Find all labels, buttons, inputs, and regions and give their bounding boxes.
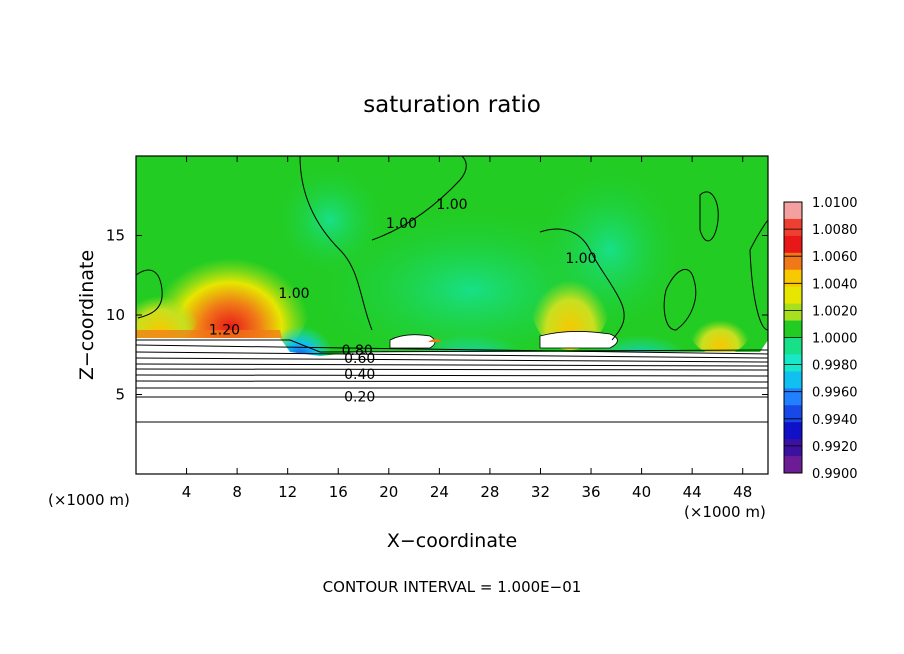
- y-unit-label: (×1000 m): [48, 491, 130, 509]
- colorbar-swatch: [784, 286, 802, 305]
- contour-interval-note: CONTOUR INTERVAL = 1.000E−01: [323, 578, 582, 596]
- x-tick-label: 16: [329, 483, 348, 501]
- chart-title: saturation ratio: [363, 92, 541, 118]
- colorbar: 1.0100 1.0080 1.0060 1.0040 1.0020 1.0000 0.99…: [783, 196, 858, 482]
- heatmap-field: [136, 156, 768, 474]
- contour-label: 1.20: [209, 322, 240, 338]
- colorbar-swatch: [784, 337, 802, 355]
- y-tick-label: 10: [106, 306, 125, 324]
- contour-label: 0.20: [344, 389, 375, 405]
- colorbar-label: 0.9960: [812, 386, 858, 401]
- x-tick-label: 44: [683, 483, 702, 501]
- contour-label: 1.00: [386, 216, 417, 232]
- y-axis-label: Z−coordinate: [76, 250, 98, 380]
- x-tick-label: 12: [278, 483, 297, 501]
- colorbar-label: 1.0040: [812, 277, 858, 292]
- colorbar-swatch: [784, 422, 802, 440]
- colorbar-swatch: [784, 456, 802, 474]
- contour-label: 1.00: [565, 251, 596, 267]
- x-unit-label: (×1000 m): [684, 503, 766, 521]
- colorbar-swatch: [784, 235, 802, 254]
- contour-label: 1.00: [436, 197, 467, 213]
- colorbar-label: 0.9920: [812, 440, 858, 455]
- x-tick-label: 36: [581, 483, 600, 501]
- x-axis-label: X−coordinate: [387, 530, 517, 552]
- x-tick-label: 48: [733, 483, 752, 501]
- colorbar-label: 1.0080: [812, 223, 858, 238]
- colorbar-swatch: [784, 371, 802, 389]
- colorbar-label: 1.0000: [812, 332, 858, 347]
- x-tick-label: 4: [182, 483, 192, 501]
- colorbar-swatch: [784, 202, 802, 220]
- colorbar-swatch: [784, 320, 802, 338]
- colorbar-label: 1.0020: [812, 304, 858, 319]
- x-tick-label: 40: [632, 483, 651, 501]
- contour-label: 1.00: [278, 286, 309, 302]
- x-tick-label: 20: [379, 483, 398, 501]
- contour-label: 0.40: [344, 367, 375, 383]
- colorbar-label: 0.9900: [812, 467, 858, 482]
- colorbar-swatch: [784, 303, 802, 322]
- colorbar-swatch: [784, 252, 802, 271]
- y-tick-label: 15: [106, 227, 125, 245]
- colorbar-swatch: [784, 218, 802, 237]
- contour-labels: 1.20 1.00 1.00 1.00 1.00 0.800.600.40 0.20: [209, 197, 597, 405]
- colorbar-swatch: [784, 354, 802, 372]
- x-tick-label: 32: [531, 483, 550, 501]
- colorbar-label: 1.0100: [812, 196, 858, 211]
- x-axis-ticks: 4 8 12 16 20 24 28 32 36 40 44 48: [182, 156, 752, 501]
- colorbar-label: 1.0060: [812, 250, 858, 265]
- x-tick-label: 8: [232, 483, 242, 501]
- contour-label: 0.60: [344, 351, 375, 367]
- x-tick-label: 24: [430, 483, 449, 501]
- colorbar-label: 0.9980: [812, 359, 858, 374]
- colorbar-label: 0.9940: [812, 413, 858, 428]
- contour-label: 0.80: [342, 343, 373, 359]
- colorbar-swatch: [784, 439, 802, 457]
- contour-lines: [135, 155, 769, 423]
- colorbar-swatch: [784, 388, 802, 406]
- x-tick-label: 28: [480, 483, 499, 501]
- colorbar-swatch: [784, 269, 802, 288]
- y-axis-ticks: 5 10 15: [106, 227, 768, 404]
- y-tick-label: 5: [115, 386, 125, 404]
- colorbar-swatch: [784, 405, 802, 423]
